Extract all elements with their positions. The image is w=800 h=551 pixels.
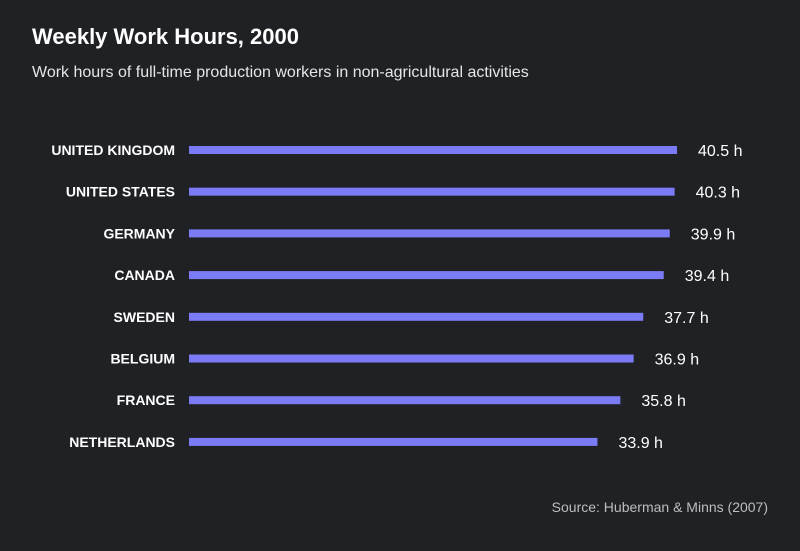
bar [189, 437, 598, 446]
category-label: NETHERLANDS [69, 434, 175, 450]
value-label: 35.8 h [641, 393, 685, 410]
category-label: BELGIUM [110, 351, 175, 367]
bar [189, 396, 621, 405]
category-label: FRANCE [117, 392, 175, 408]
category-label: SWEDEN [114, 309, 175, 325]
category-label: UNITED KINGDOM [51, 142, 175, 158]
source-note: Source: Huberman & Minns (2007) [551, 499, 768, 515]
value-label: 40.5 h [698, 143, 742, 160]
category-label: UNITED STATES [66, 184, 175, 200]
value-label: 39.9 h [691, 226, 735, 243]
chart-title: Weekly Work Hours, 2000 [32, 24, 299, 49]
bar [189, 312, 644, 321]
bar [189, 229, 670, 238]
value-label: 39.4 h [685, 268, 729, 285]
value-label: 33.9 h [618, 435, 662, 452]
chart-subtitle: Work hours of full-time production worke… [32, 64, 529, 81]
bar [189, 187, 675, 196]
value-label: 40.3 h [696, 185, 740, 202]
bar [189, 354, 634, 363]
bar [189, 271, 664, 280]
category-label: GERMANY [103, 225, 175, 241]
category-label: CANADA [114, 267, 175, 283]
value-label: 37.7 h [664, 310, 708, 327]
bar [189, 146, 677, 154]
value-label: 36.9 h [655, 352, 699, 369]
